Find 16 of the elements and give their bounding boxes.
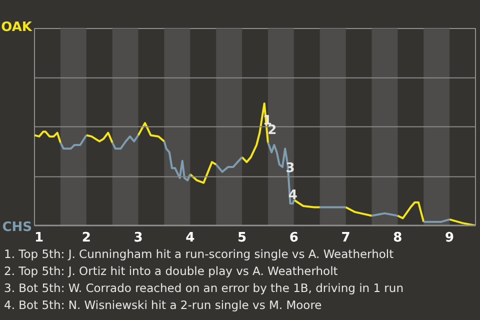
text: 4. Bot 5th: N. Wisniewski hit a 2-run single vs M. Moore	[4, 297, 323, 314]
x-tick-label: 4	[186, 230, 195, 246]
x-tick-label: 5	[238, 230, 247, 246]
text: 2. Top 5th: J. Ortiz hit into a double play vs A. Weatherholt	[4, 263, 339, 280]
text: 1. Top 5th: J. Cunningham hit a run-scoring single vs A. Weatherholt	[4, 246, 395, 263]
x-tick-label: 3	[134, 230, 143, 246]
annotation: 2	[268, 123, 277, 138]
x-tick-label: 2	[82, 230, 91, 246]
text: 3. Bot 5th: W. Corrado reached on an error by the 1B, driving in 1 run	[4, 280, 404, 297]
text: OAK	[1, 19, 32, 37]
x-tick-label: 7	[341, 230, 350, 246]
text: CHS	[2, 219, 32, 237]
x-tick-label: 8	[393, 230, 402, 246]
x-tick-label: 1	[34, 230, 44, 246]
x-tick-label: 9	[445, 230, 454, 246]
x-tick-label: 6	[289, 230, 298, 246]
